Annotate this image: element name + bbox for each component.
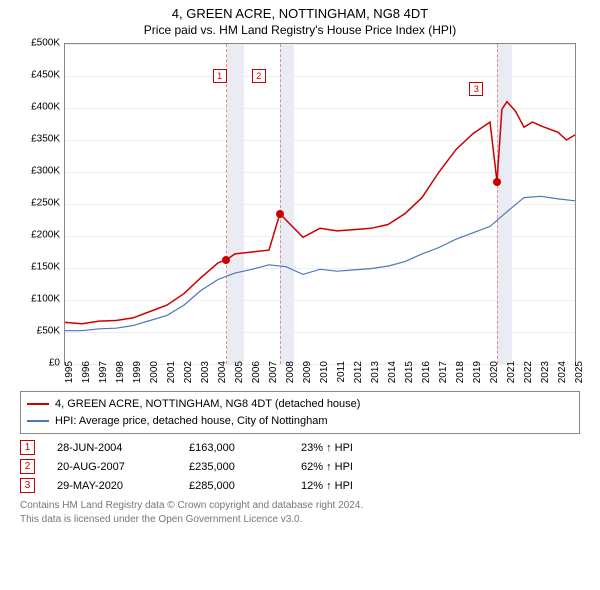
x-axis-label: 1997 xyxy=(98,361,109,391)
x-axis-label: 2023 xyxy=(540,361,551,391)
x-axis-label: 2005 xyxy=(234,361,245,391)
event-table: 1 28-JUN-2004 £163,000 23% ↑ HPI 2 20-AUG-200… xyxy=(20,440,580,493)
chart-band xyxy=(497,44,512,364)
x-axis-label: 2015 xyxy=(404,361,415,391)
event-label: 3 xyxy=(469,82,483,96)
x-axis-label: 2001 xyxy=(166,361,177,391)
event-price: £163,000 xyxy=(189,442,279,454)
event-number: 1 xyxy=(20,440,35,455)
y-axis-label: £150K xyxy=(20,262,60,273)
y-axis-label: £400K xyxy=(20,102,60,113)
x-axis-label: 1999 xyxy=(132,361,143,391)
legend-swatch xyxy=(27,403,49,405)
x-axis-label: 2007 xyxy=(268,361,279,391)
x-axis-label: 2013 xyxy=(370,361,381,391)
event-row: 3 29-MAY-2020 £285,000 12% ↑ HPI xyxy=(20,478,580,493)
y-axis-label: £200K xyxy=(20,230,60,241)
legend-item: 4, GREEN ACRE, NOTTINGHAM, NG8 4DT (deta… xyxy=(27,396,573,413)
event-price: £235,000 xyxy=(189,461,279,473)
event-price: £285,000 xyxy=(189,480,279,492)
event-number: 3 xyxy=(20,478,35,493)
event-date: 28-JUN-2004 xyxy=(57,442,167,454)
x-axis-label: 2000 xyxy=(149,361,160,391)
x-axis-label: 2003 xyxy=(200,361,211,391)
x-axis-label: 2016 xyxy=(421,361,432,391)
x-axis-label: 2024 xyxy=(557,361,568,391)
chart-band xyxy=(280,44,294,364)
y-axis-label: £300K xyxy=(20,166,60,177)
event-row: 2 20-AUG-2007 £235,000 62% ↑ HPI xyxy=(20,459,580,474)
event-line xyxy=(280,44,281,364)
legend-label: HPI: Average price, detached house, City… xyxy=(55,413,328,430)
sale-marker xyxy=(493,178,501,186)
page-subtitle: Price paid vs. HM Land Registry's House … xyxy=(10,23,590,37)
x-axis-label: 2018 xyxy=(455,361,466,391)
y-axis-label: £350K xyxy=(20,134,60,145)
event-pct: 62% ↑ HPI xyxy=(301,461,391,473)
chart-band xyxy=(227,44,244,364)
license-text: Contains HM Land Registry data © Crown c… xyxy=(20,499,580,526)
event-line xyxy=(226,44,227,364)
event-number: 2 xyxy=(20,459,35,474)
x-axis-label: 2022 xyxy=(523,361,534,391)
page-title: 4, GREEN ACRE, NOTTINGHAM, NG8 4DT xyxy=(10,6,590,21)
license-line-2: This data is licensed under the Open Gov… xyxy=(20,513,580,527)
event-line xyxy=(497,44,498,364)
x-axis-label: 2004 xyxy=(217,361,228,391)
x-axis-label: 2019 xyxy=(472,361,483,391)
y-axis-label: £50K xyxy=(20,326,60,337)
legend-item: HPI: Average price, detached house, City… xyxy=(27,413,573,430)
x-axis-label: 2011 xyxy=(336,361,347,391)
legend-swatch xyxy=(27,420,49,422)
event-date: 20-AUG-2007 xyxy=(57,461,167,473)
x-axis-label: 1995 xyxy=(64,361,75,391)
x-axis-label: 2021 xyxy=(506,361,517,391)
license-line-1: Contains HM Land Registry data © Crown c… xyxy=(20,499,580,513)
event-pct: 23% ↑ HPI xyxy=(301,442,391,454)
x-axis-label: 2014 xyxy=(387,361,398,391)
x-axis-label: 1998 xyxy=(115,361,126,391)
price-chart: 1 2 3 £0 £50K £100K £150K £200K £250K £300K £350K… xyxy=(20,43,580,383)
x-axis-label: 2025 xyxy=(574,361,585,391)
event-label: 1 xyxy=(213,69,227,83)
x-axis-label: 2002 xyxy=(183,361,194,391)
chart-legend: 4, GREEN ACRE, NOTTINGHAM, NG8 4DT (deta… xyxy=(20,391,580,434)
x-axis-label: 2009 xyxy=(302,361,313,391)
event-date: 29-MAY-2020 xyxy=(57,480,167,492)
event-label: 2 xyxy=(252,69,266,83)
y-axis-label: £0 xyxy=(20,358,60,369)
y-axis-label: £250K xyxy=(20,198,60,209)
sale-marker xyxy=(276,210,284,218)
y-axis-label: £450K xyxy=(20,70,60,81)
y-axis-label: £500K xyxy=(20,38,60,49)
event-pct: 12% ↑ HPI xyxy=(301,480,391,492)
x-axis-label: 2012 xyxy=(353,361,364,391)
x-axis-label: 2006 xyxy=(251,361,262,391)
y-axis-label: £100K xyxy=(20,294,60,305)
x-axis-label: 2008 xyxy=(285,361,296,391)
x-axis-label: 2010 xyxy=(319,361,330,391)
x-axis-label: 1996 xyxy=(81,361,92,391)
x-axis-label: 2017 xyxy=(438,361,449,391)
legend-label: 4, GREEN ACRE, NOTTINGHAM, NG8 4DT (deta… xyxy=(55,396,360,413)
x-axis-label: 2020 xyxy=(489,361,500,391)
sale-marker xyxy=(222,256,230,264)
event-row: 1 28-JUN-2004 £163,000 23% ↑ HPI xyxy=(20,440,580,455)
